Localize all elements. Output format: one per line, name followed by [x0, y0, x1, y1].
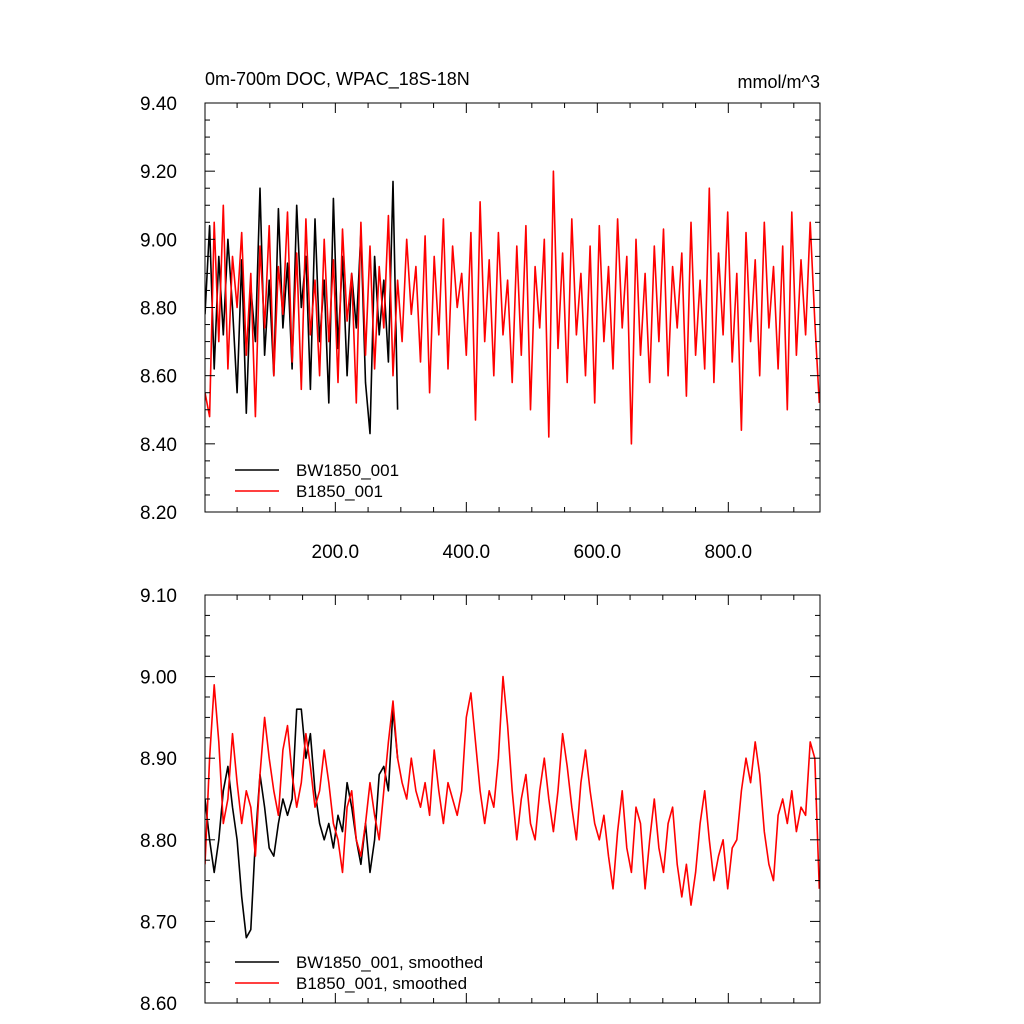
bottom-panel-series: [205, 675, 820, 939]
top-y-tick-label: 8.80: [140, 299, 177, 320]
bottom-legend-label-1: BW1850_001, smoothed: [296, 953, 483, 972]
top-series-line-1: [205, 180, 399, 435]
bottom-panel-legend: BW1850_001, smoothed B1850_001, smoothed: [235, 953, 483, 993]
bottom-y-tick-label: 8.70: [140, 912, 177, 933]
bottom-panel-ticks: [205, 594, 820, 1004]
bottom-panel: 8.60 8.70 8.80 8.90 9.00 9.10 BW1850_001, smo…: [140, 586, 821, 1015]
top-y-tick-label: 9.40: [140, 94, 177, 115]
bottom-series-line-2: [205, 675, 820, 906]
top-y-tick-label: 9.00: [140, 230, 177, 251]
top-panel: 8.20 8.40 8.60 8.80 9.00 9.20 9.40 200.0 400.0 60…: [140, 69, 821, 563]
top-panel-units: mmol/m^3: [738, 72, 820, 92]
bottom-y-tick-label: 8.80: [140, 831, 177, 852]
bottom-y-tick-label: 9.00: [140, 668, 177, 689]
top-x-tick-label: 800.0: [705, 542, 753, 563]
top-panel-legend: BW1850_001 B1850_001: [235, 461, 399, 501]
top-y-tick-label: 8.20: [140, 503, 177, 524]
bottom-y-tick-label: 8.90: [140, 749, 177, 770]
top-panel-ticks: [205, 102, 820, 513]
top-legend-label-1: BW1850_001: [296, 461, 399, 480]
top-y-tick-label: 8.60: [140, 367, 177, 388]
bottom-y-tick-label: 9.10: [140, 586, 177, 607]
top-y-tick-label: 9.20: [140, 162, 177, 183]
top-panel-tick-labels: 8.20 8.40 8.60 8.80 9.00 9.20 9.40 200.0 400.0 60…: [140, 94, 752, 563]
top-x-tick-label: 600.0: [574, 542, 622, 563]
top-legend-label-2: B1850_001: [296, 482, 383, 501]
top-x-tick-label: 400.0: [443, 542, 491, 563]
top-series-line-2: [205, 170, 820, 445]
top-panel-title: 0m-700m DOC, WPAC_18S-18N: [205, 69, 470, 90]
bottom-panel-tick-labels: 8.60 8.70 8.80 8.90 9.00 9.10: [140, 586, 177, 1015]
bottom-y-tick-label: 8.60: [140, 994, 177, 1015]
top-x-tick-label: 200.0: [312, 542, 360, 563]
top-y-tick-label: 8.40: [140, 435, 177, 456]
top-panel-series: [205, 170, 820, 445]
bottom-legend-label-2: B1850_001, smoothed: [296, 974, 467, 993]
